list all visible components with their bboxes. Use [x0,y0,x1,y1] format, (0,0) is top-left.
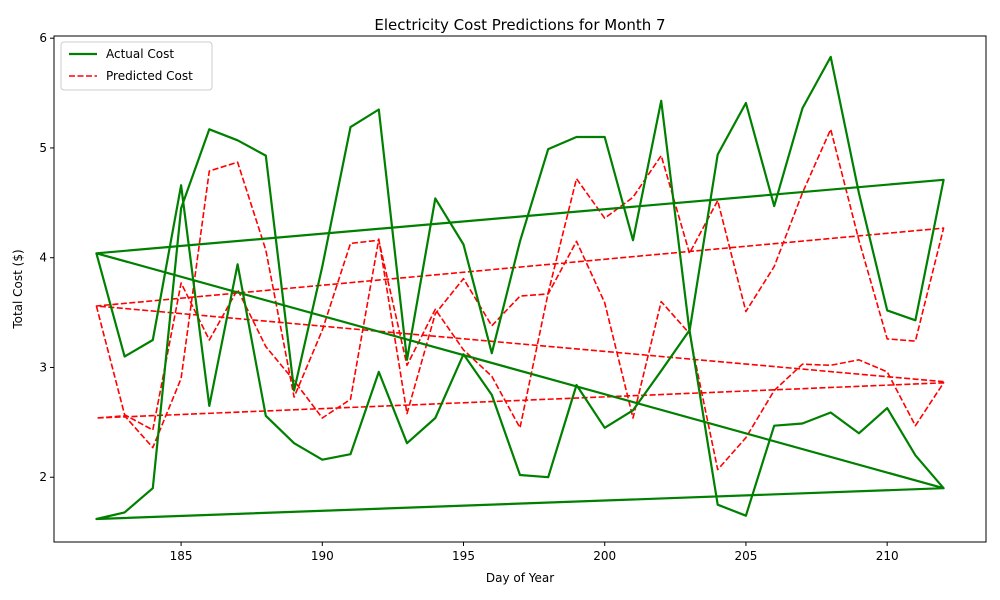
y-tick-label: 2 [39,470,47,484]
x-axis-ticks: 185 190 195 200 205 210 [170,542,899,563]
x-tick-label: 185 [170,549,193,563]
x-tick-label: 205 [734,549,757,563]
plot-frame [53,35,987,543]
x-tick-label: 195 [452,549,475,563]
legend-label-actual-cost: Actual Cost [106,47,174,61]
series-line-actual-cost [95,55,945,521]
y-axis-ticks: 2 3 4 5 6 [39,31,54,484]
x-tick-label: 210 [876,549,899,563]
legend-box [60,41,213,91]
y-tick-label: 3 [39,360,47,374]
x-axis-label: Day of Year [486,571,554,585]
chart-title: Electricity Cost Predictions for Month 7 [374,16,665,34]
series-line-predicted-cost [95,128,945,471]
y-tick-label: 4 [39,251,47,265]
y-tick-label: 5 [39,141,47,155]
y-tick-label: 6 [39,31,47,45]
plot-lines [95,55,945,521]
y-axis-label: Total Cost ($) [11,249,25,329]
x-tick-label: 200 [593,549,616,563]
legend: Actual Cost Predicted Cost [60,41,213,91]
x-tick-label: 190 [311,549,334,563]
legend-label-predicted-cost: Predicted Cost [106,69,193,83]
